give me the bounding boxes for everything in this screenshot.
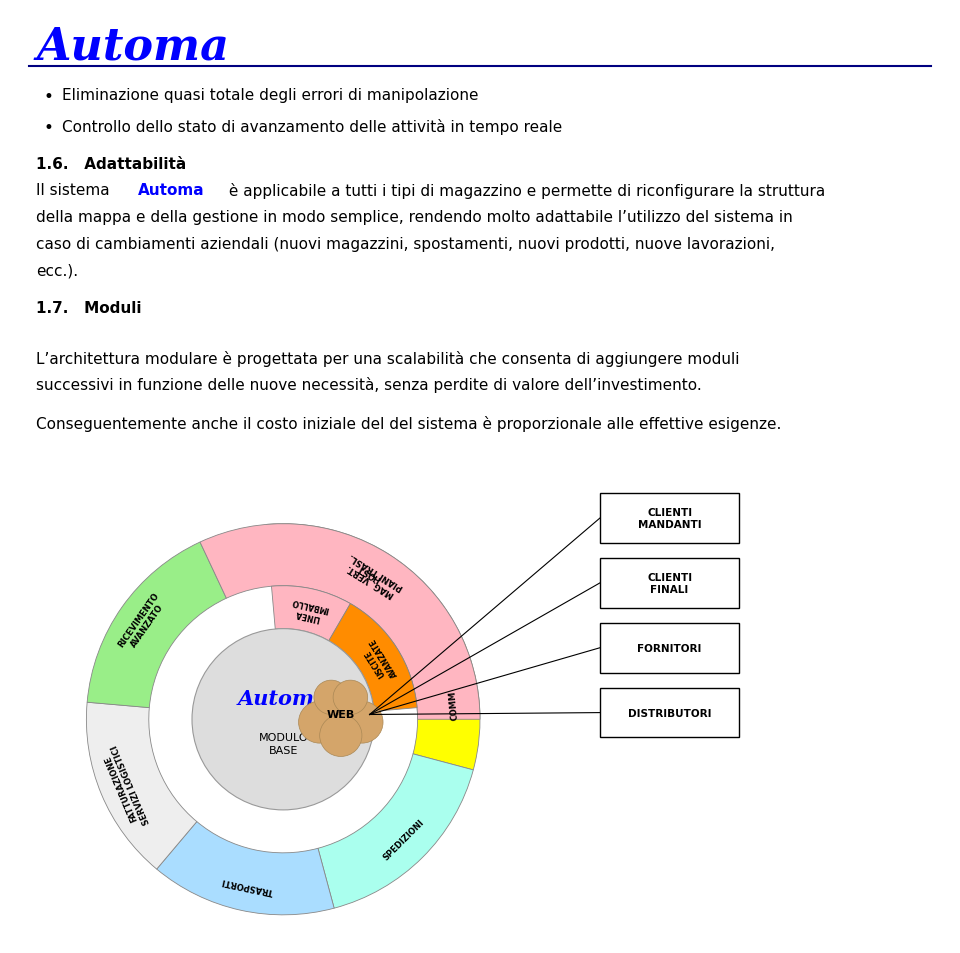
Text: TRASPORTI: TRASPORTI xyxy=(221,876,275,895)
Text: FATTURAZIONE
SERVIZI LOGISTICI: FATTURAZIONE SERVIZI LOGISTICI xyxy=(100,742,152,829)
FancyBboxPatch shape xyxy=(600,623,739,673)
Wedge shape xyxy=(200,524,480,720)
Text: COMM: COMM xyxy=(447,690,459,720)
Text: successivi in funzione delle nuove necessità, senza perdite di valore dell’inves: successivi in funzione delle nuove neces… xyxy=(36,377,702,393)
FancyBboxPatch shape xyxy=(600,688,739,738)
Text: USCITE
AVANZATE: USCITE AVANZATE xyxy=(359,636,399,684)
Circle shape xyxy=(299,701,341,743)
Text: CLIENTI
MANDANTI: CLIENTI MANDANTI xyxy=(637,507,702,530)
Text: Controllo dello stato di avanzamento delle attività in tempo reale: Controllo dello stato di avanzamento del… xyxy=(62,119,563,135)
Text: caso di cambiamenti aziendali (nuovi magazzini, spostamenti, nuovi prodotti, nuo: caso di cambiamenti aziendali (nuovi mag… xyxy=(36,236,776,252)
Circle shape xyxy=(314,680,348,715)
Text: •: • xyxy=(43,119,53,137)
Text: della mappa e della gestione in modo semplice, rendendo molto adattabile l’utili: della mappa e della gestione in modo sem… xyxy=(36,210,793,225)
Text: Conseguentemente anche il costo iniziale del del sistema è proporzionale alle ef: Conseguentemente anche il costo iniziale… xyxy=(36,416,781,431)
Text: Il sistema: Il sistema xyxy=(36,183,115,198)
Text: MAG. VERT.
PIANI TRASL.: MAG. VERT. PIANI TRASL. xyxy=(343,551,405,600)
Wedge shape xyxy=(328,604,417,712)
Text: 1.7.   Moduli: 1.7. Moduli xyxy=(36,301,142,316)
Wedge shape xyxy=(405,637,480,770)
Circle shape xyxy=(341,701,383,743)
FancyBboxPatch shape xyxy=(600,494,739,543)
Wedge shape xyxy=(87,542,227,708)
Text: DISTRIBUTORI: DISTRIBUTORI xyxy=(628,708,711,718)
Text: Automa: Automa xyxy=(36,26,229,69)
Text: LINEA
IMBALLO: LINEA IMBALLO xyxy=(288,597,329,623)
FancyBboxPatch shape xyxy=(600,558,739,608)
Text: è applicabile a tutti i tipi di magazzino e permette di riconfigurare la struttu: è applicabile a tutti i tipi di magazzin… xyxy=(224,183,825,199)
Wedge shape xyxy=(266,524,462,663)
Text: HOST: HOST xyxy=(355,562,382,583)
Circle shape xyxy=(333,680,368,715)
Text: L’architettura modulare è progettata per una scalabilità che consenta di aggiung: L’architettura modulare è progettata per… xyxy=(36,351,740,366)
Wedge shape xyxy=(86,702,197,869)
Text: ecc.).: ecc.). xyxy=(36,263,79,278)
Wedge shape xyxy=(272,586,350,641)
Circle shape xyxy=(192,629,374,810)
Text: FORNITORI: FORNITORI xyxy=(637,643,702,653)
Wedge shape xyxy=(318,754,473,908)
Text: MODULO
BASE: MODULO BASE xyxy=(258,732,308,755)
Text: Eliminazione quasi totale degli errori di manipolazione: Eliminazione quasi totale degli errori d… xyxy=(62,88,479,103)
Text: SPEDIZIONI: SPEDIZIONI xyxy=(382,818,426,862)
Text: Automa: Automa xyxy=(238,689,328,708)
Circle shape xyxy=(320,715,362,757)
Text: 1.6.   Adattabilità: 1.6. Adattabilità xyxy=(36,157,187,172)
Circle shape xyxy=(312,686,370,743)
Text: Automa: Automa xyxy=(138,183,204,198)
Text: •: • xyxy=(43,88,53,106)
Text: WEB: WEB xyxy=(326,710,355,720)
Text: CLIENTI
FINALI: CLIENTI FINALI xyxy=(647,572,692,595)
Text: RICEVIMENTO
AVANZATO: RICEVIMENTO AVANZATO xyxy=(117,590,170,654)
Wedge shape xyxy=(156,821,334,915)
